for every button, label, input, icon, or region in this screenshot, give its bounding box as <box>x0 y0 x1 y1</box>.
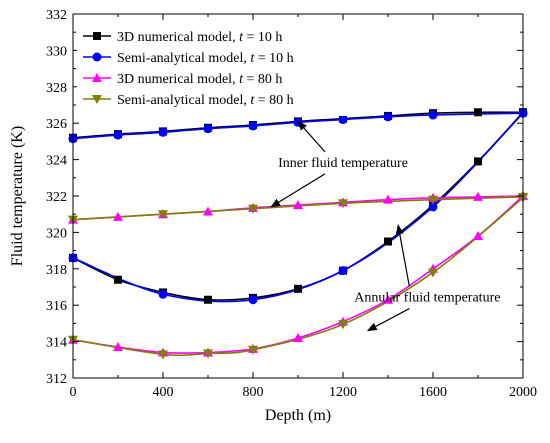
y-tick-label: 320 <box>46 226 67 241</box>
y-tick-label: 322 <box>46 190 67 205</box>
data-point <box>338 199 348 209</box>
y-tick-label: 328 <box>46 81 67 96</box>
series-line <box>72 197 524 357</box>
data-point <box>203 349 213 359</box>
y-tick-label: 316 <box>46 299 67 314</box>
y-tick-label: 324 <box>46 154 67 169</box>
legend-item: Semi-analytical model, t = 80 h <box>83 93 294 108</box>
data-point <box>158 127 168 137</box>
data-point <box>474 157 482 166</box>
y-tick-label: 326 <box>46 117 67 132</box>
legend-marker <box>92 52 102 62</box>
x-tick-label: 2000 <box>509 385 537 400</box>
data-point <box>384 237 392 246</box>
series-3 <box>72 195 524 354</box>
data-point <box>338 266 348 276</box>
legend-marker <box>93 32 101 40</box>
data-point <box>338 115 348 125</box>
data-point <box>248 345 258 355</box>
data-point <box>428 202 438 212</box>
series-layer <box>68 108 528 360</box>
annotation-label: Annular fluid temperature <box>354 291 500 306</box>
series-line <box>72 195 524 354</box>
legend-item: 3D numerical model, t = 10 h <box>83 30 282 45</box>
data-point <box>203 206 213 216</box>
data-point <box>428 195 438 205</box>
data-point <box>428 110 438 120</box>
data-point <box>428 268 438 278</box>
legend-label: 3D numerical model, t = 10 h <box>117 30 282 45</box>
data-point <box>113 342 123 352</box>
data-point <box>248 121 258 131</box>
data-point <box>203 124 213 134</box>
x-tick-label: 800 <box>243 385 264 400</box>
data-point <box>473 191 483 201</box>
annotation-arrow <box>366 308 410 332</box>
series-line <box>72 112 524 140</box>
legend-label: Semi-analytical model, t = 80 h <box>117 93 294 108</box>
data-point <box>248 295 258 305</box>
y-tick-label: 330 <box>46 44 67 59</box>
annotation-label: Inner fluid temperature <box>278 156 408 171</box>
y-tick-label: 314 <box>46 336 67 351</box>
x-tick-label: 0 <box>70 385 77 400</box>
legend: 3D numerical model, t = 10 h Semi-analyti… <box>77 24 367 116</box>
legend-marker <box>92 73 102 82</box>
annotation-arrow <box>297 120 326 153</box>
series-line <box>72 112 524 303</box>
y-tick-label: 318 <box>46 263 67 278</box>
legend-marker <box>92 95 102 104</box>
x-axis-label: Depth (m) <box>265 407 331 424</box>
data-point <box>204 295 212 304</box>
x-tick-label: 400 <box>153 385 174 400</box>
data-point <box>158 289 168 299</box>
x-tick-label: 1200 <box>329 385 357 400</box>
legend-box <box>77 24 367 116</box>
y-tick-label: 312 <box>46 372 67 387</box>
data-point <box>113 211 123 221</box>
data-point <box>248 204 258 214</box>
series-2 <box>72 112 524 303</box>
data-point <box>383 112 393 122</box>
y-axis-label: Fluid temperature (K) <box>9 126 26 266</box>
data-point <box>474 108 482 117</box>
data-point <box>114 275 122 284</box>
annotation-layer: Inner fluid temperature Annular fluid tem… <box>270 120 500 332</box>
data-point <box>293 200 303 210</box>
data-point <box>158 210 168 220</box>
data-point <box>383 194 393 204</box>
legend-item: 3D numerical model, t = 80 h <box>83 72 282 87</box>
annotation-arrow <box>395 224 410 287</box>
data-point <box>294 284 302 293</box>
series-4 <box>72 196 524 357</box>
axes-layer: 0 400 800 1200 1600 2000 312 314 316 318 320 322 324… <box>46 8 537 400</box>
data-point <box>473 231 483 241</box>
x-tick-label: 1600 <box>419 385 447 400</box>
legend-item: Semi-analytical model, t = 10 h <box>83 51 294 66</box>
legend-label: 3D numerical model, t = 80 h <box>117 72 282 87</box>
y-tick-label: 332 <box>46 8 67 23</box>
annotation-arrow <box>270 173 326 208</box>
data-point <box>158 350 168 360</box>
data-point <box>338 320 348 330</box>
data-point <box>293 332 303 342</box>
data-point <box>383 294 393 304</box>
legend-label: Semi-analytical model, t = 10 h <box>117 51 294 66</box>
data-point <box>113 130 123 140</box>
